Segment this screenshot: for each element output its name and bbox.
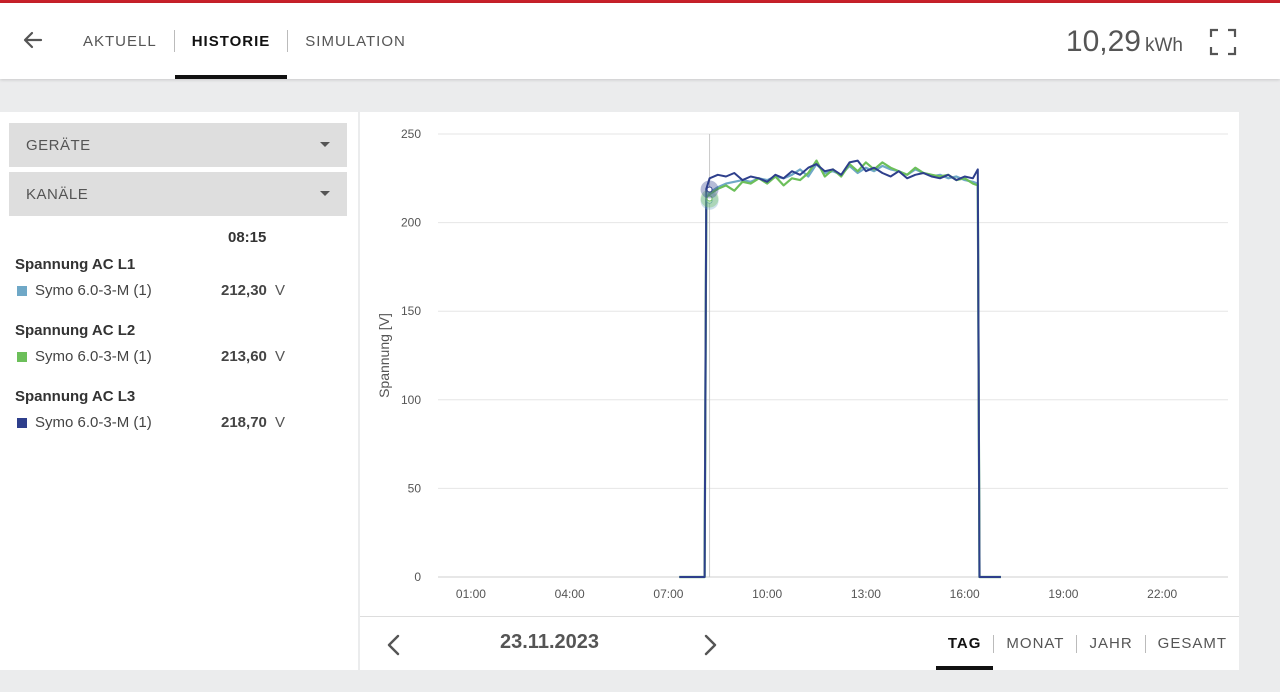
y-tick-label: 100: [401, 393, 421, 407]
period-label: JAHR: [1089, 635, 1133, 652]
voltage-value: 212,30: [221, 282, 267, 299]
tab-label: SIMULATION: [305, 32, 406, 50]
y-axis-label: Spannung [V]: [376, 313, 392, 398]
legend-row-l2[interactable]: Symo 6.0-3-M (1) 213,60 V: [15, 347, 345, 367]
y-tick-label: 200: [401, 216, 421, 230]
energy-unit: kWh: [1145, 35, 1183, 56]
cursor-point: [706, 195, 713, 202]
device-name: Symo 6.0-3-M (1): [35, 414, 152, 431]
fullscreen-icon: [1209, 28, 1237, 56]
back-button[interactable]: [20, 27, 46, 53]
voltage-value: 218,70: [221, 414, 267, 431]
tab-simulation[interactable]: SIMULATION: [288, 3, 423, 79]
fullscreen-button[interactable]: [1209, 28, 1237, 56]
period-tab-jahr[interactable]: JAHR: [1077, 617, 1144, 670]
series-swatch: [17, 352, 27, 362]
device-name: Symo 6.0-3-M (1): [35, 282, 152, 299]
cursor-point: [706, 186, 713, 193]
device-name: Symo 6.0-3-M (1): [35, 348, 152, 365]
legend-row-l1[interactable]: Symo 6.0-3-M (1) 212,30 V: [15, 281, 345, 301]
tab-label: AKTUELL: [83, 32, 157, 50]
tab-aktuell[interactable]: AKTUELL: [66, 3, 174, 79]
tab-divider: [287, 30, 289, 52]
chevron-left-icon: [387, 634, 400, 656]
period-tab-gesamt[interactable]: GESAMT: [1146, 617, 1239, 670]
channels-dropdown[interactable]: KANÄLE: [9, 172, 347, 216]
x-tick-label: 22:00: [1147, 587, 1177, 601]
tab-divider: [1076, 634, 1078, 653]
group-title-l2: Spannung AC L2: [15, 322, 136, 339]
energy-value: 10,29: [1065, 25, 1141, 58]
series-swatch: [17, 286, 27, 296]
period-label: GESAMT: [1157, 635, 1227, 652]
tab-divider: [993, 634, 995, 653]
y-tick-label: 0: [414, 570, 421, 584]
voltage-unit: V: [275, 348, 286, 365]
voltage-unit: V: [275, 282, 286, 299]
period-label: TAG: [947, 635, 982, 652]
voltage-unit: V: [275, 414, 286, 431]
next-date-button[interactable]: [700, 633, 720, 657]
previous-date-button[interactable]: [384, 633, 404, 657]
period-label: MONAT: [1006, 635, 1065, 652]
energy-total: 10,29 kWh: [1066, 25, 1183, 59]
caret-down-icon: [320, 191, 330, 196]
y-tick-label: 50: [408, 481, 422, 495]
tab-divider: [173, 30, 175, 52]
chart-panel: 0 50 100 150 200 250 01:00 04:00 07:00 10:00 13:00…: [360, 112, 1239, 670]
x-tick-label: 10:00: [752, 587, 782, 601]
series-line-l3: [679, 159, 1001, 578]
top-accent-bar: [0, 0, 1280, 3]
x-tick-label: 01:00: [456, 587, 486, 601]
app-header: AKTUELL HISTORIE SIMULATION 10,29 kWh: [0, 3, 1280, 79]
x-tick-label: 07:00: [653, 587, 683, 601]
tab-label: HISTORIE: [191, 32, 271, 50]
sidebar: GERÄTE KANÄLE 08:15 Spannung AC L1 Symo …: [0, 112, 358, 670]
dropdown-label: KANÄLE: [26, 185, 89, 203]
chevron-right-icon: [704, 634, 717, 656]
arrow-left-icon: [23, 31, 43, 49]
period-tab-tag[interactable]: TAG: [935, 617, 994, 670]
group-title-l3: Spannung AC L3: [15, 388, 136, 405]
tab-divider: [1144, 634, 1146, 653]
caret-down-icon: [320, 142, 330, 147]
footer-divider: [360, 616, 1239, 617]
period-tabs: TAG MONAT JAHR GESAMT: [935, 617, 1239, 670]
tab-historie[interactable]: HISTORIE: [174, 3, 288, 79]
x-tick-label: 04:00: [555, 587, 585, 601]
dropdown-label: GERÄTE: [26, 136, 91, 154]
selected-date[interactable]: 23.11.2023: [500, 631, 599, 653]
y-tick-label: 250: [401, 127, 421, 141]
x-tick-label: 16:00: [950, 587, 980, 601]
main-tabs: AKTUELL HISTORIE SIMULATION: [66, 3, 423, 79]
x-tick-label: 13:00: [851, 587, 881, 601]
legend-row-l3[interactable]: Symo 6.0-3-M (1) 218,70 V: [15, 413, 345, 433]
voltage-chart[interactable]: 0 50 100 150 200 250 01:00 04:00 07:00 10:00 13:00…: [360, 112, 1239, 616]
period-tab-monat[interactable]: MONAT: [994, 617, 1076, 670]
y-tick-label: 150: [401, 304, 421, 318]
cursor-time: 08:15: [228, 229, 267, 246]
voltage-value: 213,60: [221, 348, 267, 365]
series-line-l1: [679, 162, 1001, 579]
x-tick-label: 19:00: [1048, 587, 1078, 601]
devices-dropdown[interactable]: GERÄTE: [9, 123, 347, 167]
series-swatch: [17, 418, 27, 428]
group-title-l1: Spannung AC L1: [15, 256, 136, 273]
